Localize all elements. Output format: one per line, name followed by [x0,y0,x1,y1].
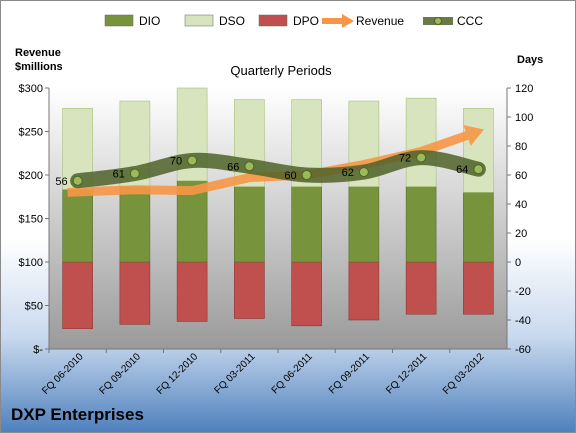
x-tick-label: FQ 06-2011 [270,351,315,396]
right-tick-label: 0 [515,257,521,269]
bar-dpo [234,261,265,319]
bar-dio [62,189,93,263]
ccc-data-label: 60 [284,170,296,182]
left-tick-label: $50 [25,301,43,313]
bar-dpo [176,261,208,322]
left-axis-title-line1: Revenue [15,47,61,59]
ccc-point [244,161,255,172]
ccc-data-label: 66 [227,161,239,173]
bar-dpo [62,261,93,329]
legend-label: DIO [139,14,160,28]
x-tick-label: FQ 12-2011 [384,351,429,396]
plot-area [49,88,507,349]
ccc-data-label: 56 [55,176,67,188]
x-tick-label: FQ 09-2011 [327,351,372,396]
x-tick-label: FQ 12-2010 [155,351,201,397]
left-tick-label: $250 [19,127,43,139]
right-tick-label: 60 [515,170,527,182]
bar-dpo [463,261,494,315]
bar-dio [234,186,265,263]
ccc-point [187,155,198,166]
x-tick-label: FQ 03-2011 [213,351,258,396]
bar-dio [291,186,322,263]
legend-label: DSO [219,14,245,28]
right-tick-label: -20 [515,286,531,298]
right-tick-label: 20 [515,228,527,240]
legend-swatch [104,14,134,27]
legend-swatch-arrowhead [342,14,354,28]
x-tick-label: FQ 06-2010 [40,351,86,397]
ccc-data-label: 62 [342,167,354,179]
chart-title: Quarterly Periods [230,63,332,78]
bar-dpo [119,261,151,325]
right-tick-label: -60 [515,344,531,356]
left-tick-label: $200 [19,170,43,182]
left-axis-title: Revenue $millions [15,46,63,74]
bar-dso [405,97,437,187]
ccc-point [72,175,83,186]
bar-dso [463,108,494,193]
right-tick-label: -40 [515,315,531,327]
ccc-data-label: 64 [456,164,468,176]
bar-dio [119,186,151,263]
right-tick-label: 40 [515,199,527,211]
ccc-data-label: 70 [170,156,182,168]
revenue-arrowhead [463,125,485,146]
x-tick-label: FQ 03-2012 [441,351,487,397]
ccc-point [129,168,140,179]
bar-dio [348,186,380,263]
legend-swatch [184,14,214,27]
company-name: DXP Enterprises [11,405,144,424]
ccc-point [358,167,369,178]
left-tick-label: $300 [19,83,43,95]
legend-label: CCC [457,14,483,28]
left-tick-label: $150 [19,214,43,226]
ccc-point [416,152,427,163]
legend-swatch-marker [434,17,442,25]
legend-label: DPO [293,14,319,28]
left-axis-title-line2: $millions [15,61,63,73]
ccc-point [301,170,312,180]
right-tick-label: 80 [515,141,527,153]
left-tick-label: $100 [19,257,43,269]
bar-dio [463,192,494,263]
legend-label: Revenue [356,14,404,28]
bar-dpo [405,261,437,315]
bar-dpo [291,261,322,327]
right-tick-label: 120 [515,83,533,95]
right-axis-title: Days [517,54,544,66]
bar-dio [405,186,437,263]
legend-swatch [258,14,288,27]
ccc-data-label: 72 [399,153,411,165]
ccc-data-label: 61 [113,169,125,181]
left-tick-label: $- [33,344,43,356]
x-tick-label: FQ 09-2010 [97,351,143,397]
right-tick-label: 100 [515,112,533,124]
bar-dpo [348,261,380,321]
ccc-point [473,164,484,175]
